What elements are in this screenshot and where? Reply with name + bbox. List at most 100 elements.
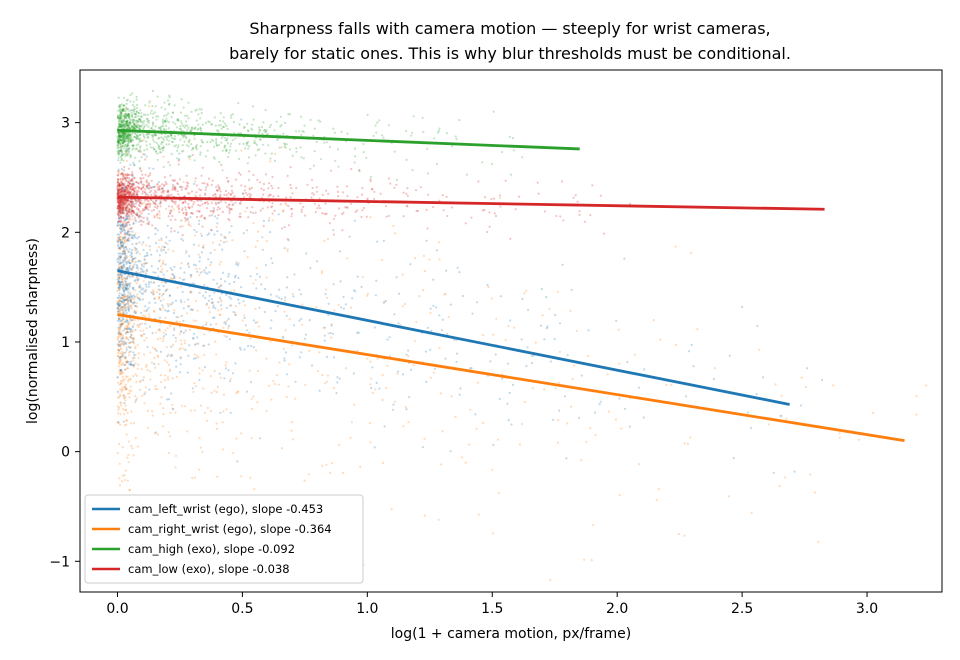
- scatter-point: [121, 138, 124, 141]
- scatter-point: [147, 212, 150, 215]
- scatter-point: [142, 217, 145, 220]
- scatter-point: [118, 215, 121, 218]
- scatter-point: [123, 116, 126, 119]
- scatter-point: [252, 173, 255, 176]
- scatter-point: [327, 332, 330, 335]
- scatter-point: [131, 120, 134, 123]
- scatter-point: [118, 211, 122, 214]
- scatter-point: [234, 274, 237, 277]
- scatter-point: [118, 283, 121, 286]
- scatter-point: [124, 304, 127, 307]
- scatter-point: [118, 198, 121, 201]
- scatter-point: [222, 125, 225, 128]
- fit-line-series-0: [117, 269, 790, 406]
- scatter-point: [199, 129, 202, 132]
- scatter-point: [445, 269, 448, 272]
- scatter-point: [119, 184, 122, 188]
- scatter-point: [131, 144, 134, 147]
- scatter-point: [121, 278, 125, 281]
- scatter-point: [155, 115, 158, 118]
- scatter-point: [133, 127, 136, 130]
- scatter-point: [269, 160, 272, 163]
- scatter-point: [239, 202, 242, 205]
- scatter-point: [460, 456, 464, 459]
- scatter-point: [258, 126, 261, 129]
- scatter-point: [119, 324, 122, 327]
- scatter-point: [118, 246, 121, 249]
- scatter-point: [245, 229, 248, 232]
- scatter-point: [234, 314, 237, 317]
- scatter-point: [117, 273, 120, 276]
- scatter-point: [127, 228, 130, 231]
- scatter-point: [119, 201, 122, 204]
- scatter-point: [132, 365, 135, 368]
- scatter-point: [117, 212, 120, 215]
- scatter-point: [125, 361, 129, 364]
- scatter-point: [190, 128, 194, 131]
- scatter-point: [120, 134, 123, 137]
- scatter-point: [197, 253, 200, 256]
- scatter-point: [504, 179, 507, 182]
- scatter-point: [571, 377, 574, 380]
- scatter-point: [122, 199, 125, 202]
- scatter-point: [356, 196, 359, 199]
- scatter-point: [136, 279, 139, 282]
- scatter-point: [133, 105, 136, 108]
- scatter-point: [145, 155, 148, 158]
- scatter-point: [122, 123, 125, 126]
- scatter-point: [135, 134, 138, 137]
- scatter-point: [587, 354, 590, 357]
- scatter-point: [124, 221, 127, 224]
- scatter-point: [291, 154, 294, 157]
- scatter-point: [154, 150, 158, 153]
- scatter-point: [157, 185, 160, 188]
- scatter-point: [117, 286, 120, 289]
- scatter-point: [354, 155, 357, 158]
- scatter-point: [118, 288, 121, 291]
- scatter-point: [189, 291, 192, 294]
- scatter-point: [135, 137, 138, 140]
- scatter-point: [216, 189, 219, 192]
- scatter-point: [315, 186, 318, 189]
- scatter-point: [160, 309, 163, 312]
- scatter-point: [122, 118, 126, 121]
- scatter-point: [243, 125, 246, 129]
- scatter-point: [321, 464, 324, 467]
- scatter-point: [125, 246, 128, 249]
- scatter-point: [160, 237, 163, 240]
- scatter-point: [220, 308, 223, 311]
- scatter-point: [120, 119, 123, 122]
- scatter-point: [129, 186, 132, 189]
- scatter-point: [127, 250, 130, 254]
- scatter-point: [151, 121, 154, 124]
- scatter-point: [220, 141, 223, 144]
- scatter-point: [134, 236, 137, 239]
- scatter-point: [121, 261, 124, 264]
- scatter-point: [142, 209, 145, 212]
- scatter-point: [207, 232, 211, 235]
- scatter-point: [126, 173, 129, 176]
- fit-line-series-3: [117, 195, 825, 211]
- scatter-point: [319, 207, 322, 210]
- scatter-point: [118, 150, 121, 153]
- scatter-point: [231, 191, 234, 194]
- scatter-point: [173, 275, 176, 278]
- scatter-point: [127, 380, 130, 383]
- scatter-point: [181, 290, 184, 294]
- scatter-point: [116, 170, 120, 173]
- scatter-point: [138, 127, 141, 130]
- scatter-point: [134, 311, 137, 314]
- scatter-point: [172, 311, 176, 315]
- scatter-point: [116, 139, 120, 142]
- scatter-point: [148, 245, 151, 248]
- scatter-point: [122, 237, 125, 240]
- scatter-point: [215, 391, 219, 394]
- scatter-point: [180, 314, 183, 317]
- scatter-point: [269, 193, 272, 196]
- scatter-point: [196, 209, 199, 213]
- scatter-point: [215, 422, 218, 425]
- scatter-point: [162, 337, 165, 340]
- scatter-point: [167, 248, 170, 251]
- scatter-point: [139, 128, 142, 131]
- scatter-point: [132, 193, 135, 196]
